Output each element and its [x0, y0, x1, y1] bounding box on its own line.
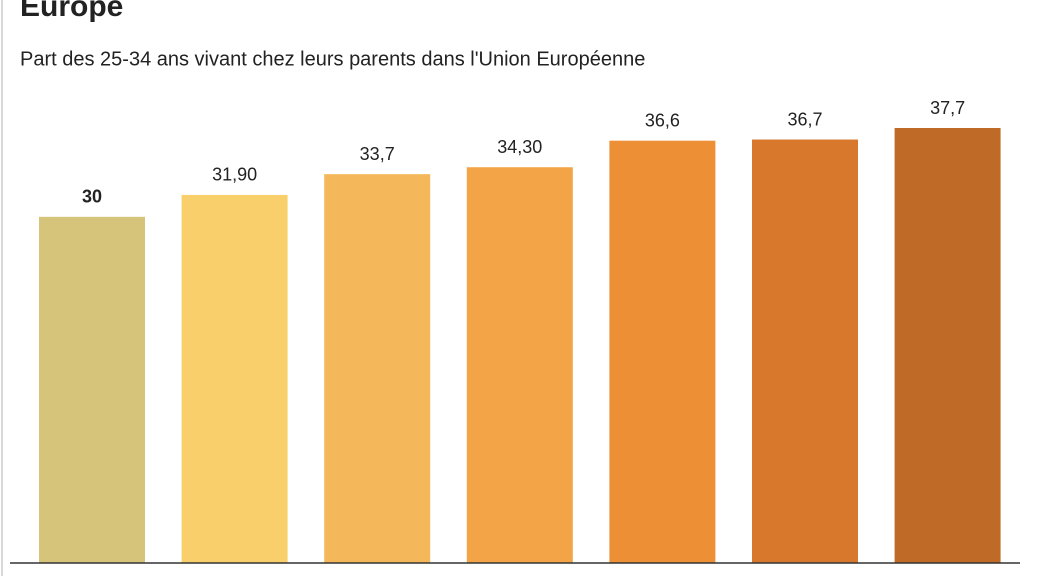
bar — [466, 167, 573, 563]
bar — [324, 174, 431, 563]
value-label: 36,6 — [645, 110, 680, 130]
value-label: 30 — [82, 187, 102, 207]
bar — [181, 194, 288, 563]
value-label: 33,7 — [360, 144, 395, 164]
value-label: 31,90 — [212, 165, 257, 185]
bar — [752, 139, 858, 564]
bar — [609, 140, 716, 563]
bar — [894, 128, 1001, 563]
chart-title: Europe — [20, 0, 123, 23]
bar — [39, 216, 145, 563]
value-label: 36,7 — [787, 109, 822, 129]
value-label: 37,7 — [930, 98, 965, 118]
chart-subtitle: Part des 25-34 ans vivant chez leurs par… — [20, 48, 645, 70]
value-label: 34,30 — [497, 137, 542, 157]
